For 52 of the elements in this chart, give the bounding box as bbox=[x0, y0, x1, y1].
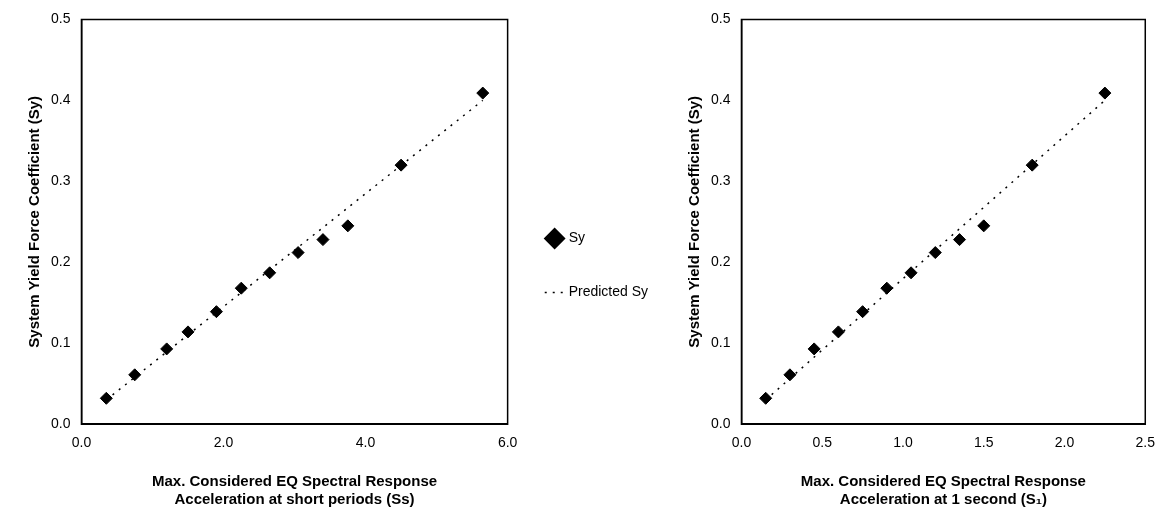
y-tick-label: 0.1 bbox=[710, 334, 731, 351]
y-tick-label: 0.3 bbox=[710, 172, 731, 189]
point bbox=[291, 246, 305, 260]
y-tick-label: 0.4 bbox=[710, 91, 731, 108]
y-tick-label: 0.0 bbox=[50, 415, 71, 432]
y-tick-label: 0.5 bbox=[50, 10, 71, 27]
point bbox=[1025, 158, 1039, 172]
point bbox=[880, 281, 894, 295]
point bbox=[263, 266, 277, 280]
point bbox=[928, 246, 942, 260]
x-tick-label: 0.0 bbox=[731, 434, 752, 451]
point bbox=[759, 391, 773, 405]
x-tick-label: 0.0 bbox=[71, 434, 92, 451]
point bbox=[128, 368, 142, 382]
point bbox=[783, 368, 797, 382]
point bbox=[807, 342, 821, 356]
y-tick-label: 0.1 bbox=[50, 334, 71, 351]
point bbox=[316, 233, 330, 247]
point bbox=[831, 325, 845, 339]
y-tick-label: 0.0 bbox=[710, 415, 731, 432]
legend-label: Sy bbox=[568, 229, 585, 246]
point bbox=[856, 305, 870, 319]
x-tick-label: 2.0 bbox=[1054, 434, 1075, 451]
point bbox=[953, 233, 967, 247]
x-tick-label: 6.0 bbox=[497, 434, 518, 451]
legend-label: Predicted Sy bbox=[568, 283, 648, 300]
x-tick-label: 2.5 bbox=[1135, 434, 1156, 451]
y-tick-label: 0.2 bbox=[50, 253, 71, 270]
point bbox=[341, 219, 355, 233]
y-axis-title: System Yield Force Coefficient (Sy) bbox=[685, 95, 703, 348]
point bbox=[476, 86, 490, 100]
y-tick-label: 0.5 bbox=[710, 10, 731, 27]
x-axis-title: Max. Considered EQ Spectral Response Acceleration at 1 second (S₁) bbox=[800, 472, 1086, 508]
point bbox=[904, 266, 918, 280]
x-tick-label: 2.0 bbox=[213, 434, 234, 451]
point bbox=[160, 342, 174, 356]
x-tick-label: 1.5 bbox=[974, 434, 994, 451]
point bbox=[181, 325, 195, 339]
y-tick-label: 0.3 bbox=[50, 172, 71, 189]
y-axis-title: System Yield Force Coefficient (Sy) bbox=[25, 95, 43, 348]
point bbox=[977, 219, 991, 233]
point bbox=[99, 391, 113, 405]
point bbox=[1098, 86, 1112, 100]
x-axis-title: Max. Considered EQ Spectral Response Acceleration at short periods (Ss) bbox=[152, 472, 438, 508]
y-tick-label: 0.4 bbox=[50, 91, 71, 108]
x-tick-label: 0.5 bbox=[812, 434, 833, 451]
point bbox=[209, 305, 223, 319]
point bbox=[234, 281, 248, 295]
x-tick-label: 1.0 bbox=[893, 434, 913, 451]
point bbox=[394, 158, 408, 172]
y-tick-label: 0.2 bbox=[710, 253, 731, 270]
x-tick-label: 4.0 bbox=[355, 434, 376, 451]
